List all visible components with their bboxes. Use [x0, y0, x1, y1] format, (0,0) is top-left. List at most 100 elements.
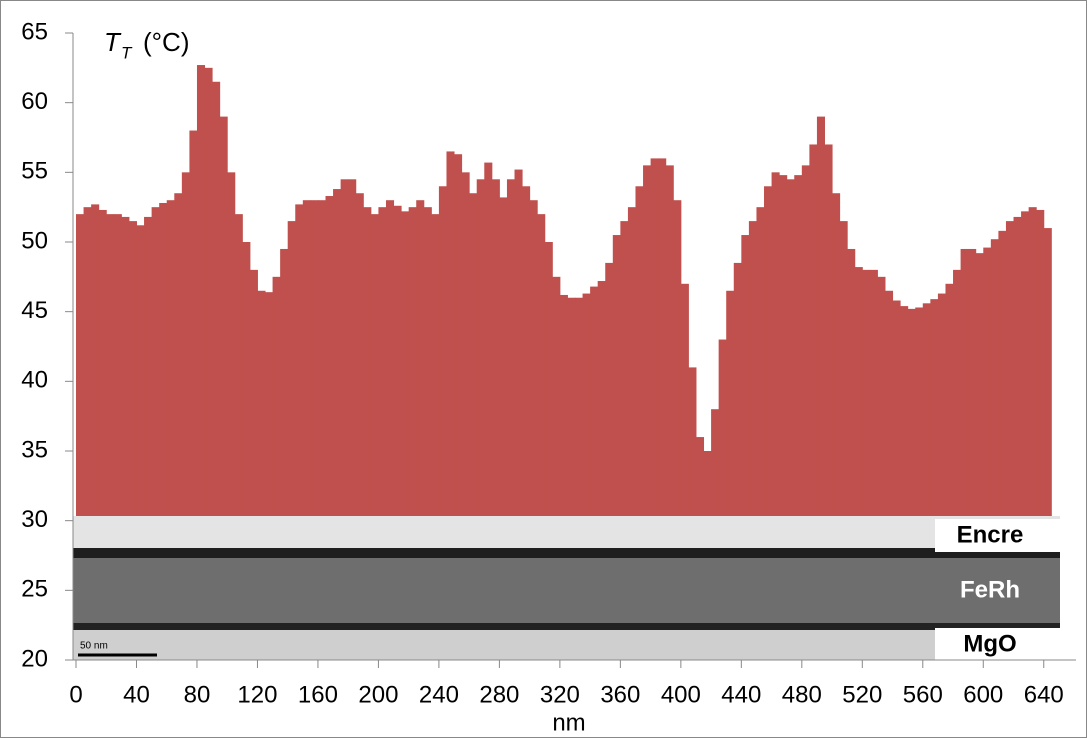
- x-tick-label: 400: [661, 681, 701, 708]
- label-box: [935, 519, 1060, 552]
- y-label: T: [104, 27, 122, 57]
- area-step: [491, 179, 500, 661]
- area-step: [983, 247, 992, 660]
- area-step: [204, 67, 213, 661]
- area-step: [355, 193, 364, 660]
- area-step: [688, 367, 697, 660]
- scale-label: 50 nm: [80, 641, 108, 652]
- x-tick-label: 480: [782, 681, 822, 708]
- area-step: [378, 207, 387, 660]
- area-step: [809, 144, 818, 660]
- x-tick-label: 0: [69, 681, 82, 708]
- x-tick-label: 560: [903, 681, 943, 708]
- interface: [73, 623, 1060, 630]
- area-step: [544, 242, 553, 660]
- area-step: [454, 154, 463, 660]
- area-step: [423, 207, 432, 660]
- area-step: [794, 175, 803, 660]
- area-step: [385, 200, 395, 660]
- area-step: [937, 293, 946, 660]
- area-step: [219, 116, 228, 661]
- area-step: [408, 207, 417, 660]
- y-tick-label: 40: [21, 367, 48, 394]
- area-step: [612, 235, 621, 661]
- area-step: [265, 292, 274, 660]
- area-step: [136, 225, 145, 660]
- area-step: [106, 214, 115, 660]
- area-step: [650, 158, 659, 660]
- area-step: [461, 172, 470, 661]
- x-tick-label: 40: [123, 681, 150, 708]
- area-step: [393, 205, 402, 661]
- area-step: [151, 207, 160, 660]
- x-tick-label: 160: [298, 681, 338, 708]
- area-step: [847, 248, 856, 660]
- area-step: [605, 262, 614, 660]
- area-step: [854, 267, 863, 660]
- area-step: [726, 290, 735, 660]
- area-step: [801, 165, 810, 660]
- y-tick-label: 60: [21, 88, 48, 115]
- area-step: [718, 339, 727, 660]
- area-step: [832, 193, 841, 660]
- area-step: [242, 242, 251, 660]
- area-step: [900, 306, 909, 660]
- area-step: [915, 307, 924, 660]
- area-step: [189, 130, 198, 661]
- label-box: [935, 628, 1060, 660]
- area-step: [877, 276, 886, 660]
- area-step: [370, 214, 379, 660]
- area-step: [174, 193, 183, 660]
- area-step: [522, 186, 531, 660]
- layer-mgo: [73, 630, 1060, 660]
- area-step: [779, 175, 788, 660]
- area-step: [907, 308, 916, 660]
- y-tick-label: 35: [21, 436, 48, 463]
- area-step: [567, 297, 576, 660]
- area-step: [575, 297, 584, 660]
- area-step: [741, 235, 750, 661]
- x-tick-label: 360: [600, 681, 640, 708]
- area-step: [529, 200, 538, 660]
- area-step: [1021, 211, 1030, 660]
- area-step: [83, 207, 92, 660]
- area-step: [582, 293, 591, 660]
- layer-label: MgO: [963, 630, 1016, 657]
- x-tick-label: 600: [963, 681, 1003, 708]
- y-tick-label: 45: [21, 297, 48, 324]
- area-step: [764, 186, 773, 660]
- tem-image: Encre FeRh MgO 50 nm: [73, 516, 1060, 660]
- area-step: [945, 283, 954, 660]
- area-step: [227, 172, 236, 661]
- area-step: [824, 144, 833, 660]
- area-step: [159, 202, 168, 660]
- area-step: [816, 116, 825, 661]
- area-step: [673, 200, 682, 660]
- y-tick-label: 20: [21, 645, 48, 672]
- area-step: [990, 239, 999, 661]
- area-step: [514, 169, 523, 660]
- area-step: [635, 186, 644, 660]
- x-tick-label: 200: [358, 681, 398, 708]
- area-step: [892, 300, 901, 660]
- area-step: [930, 299, 939, 660]
- area-group: [76, 65, 1052, 661]
- layer-encre: [73, 516, 1060, 550]
- area-step: [469, 193, 478, 660]
- layer-label: Encre: [957, 521, 1024, 548]
- x-tick-label: 320: [540, 681, 580, 708]
- x-tick-label: 520: [842, 681, 882, 708]
- area-step: [196, 65, 206, 660]
- area-step: [620, 221, 629, 660]
- y-tick-label: 50: [21, 227, 48, 254]
- area-step: [658, 158, 667, 660]
- y-label-unit: (°C): [143, 27, 190, 57]
- area-step: [960, 248, 969, 660]
- x-tick-label: 440: [721, 681, 761, 708]
- interface: [73, 548, 1060, 558]
- area-step: [295, 204, 304, 660]
- area-step: [756, 207, 765, 660]
- y-label-sub: T: [121, 43, 133, 62]
- x-tick-label: 640: [1024, 681, 1064, 708]
- area-step: [128, 221, 137, 660]
